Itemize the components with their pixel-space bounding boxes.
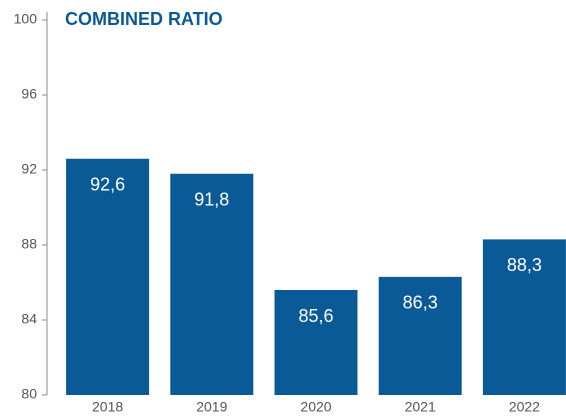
value-label: 88,3 [507,255,542,275]
value-label: 85,6 [298,306,333,326]
x-tick-label: 2020 [300,399,331,415]
x-tick-label: 2019 [196,399,227,415]
y-tick-label: 96 [21,86,37,102]
x-tick-label: 2022 [509,399,540,415]
chart-title: COMBINED RATIO [65,9,223,29]
y-tick-label: 92 [21,161,37,177]
bar [274,290,358,395]
y-tick-label: 100 [14,11,38,27]
value-label: 86,3 [403,293,438,313]
x-tick-label: 2021 [405,399,436,415]
value-label: 92,6 [90,175,125,195]
bar [482,239,566,395]
y-tick-label: 84 [21,311,37,327]
bar [66,158,150,395]
y-tick-label: 80 [21,386,37,402]
value-label: 91,8 [194,190,229,210]
y-tick-label: 88 [21,236,37,252]
bar [378,276,462,395]
bar [170,173,254,395]
x-tick-label: 2018 [92,399,123,415]
